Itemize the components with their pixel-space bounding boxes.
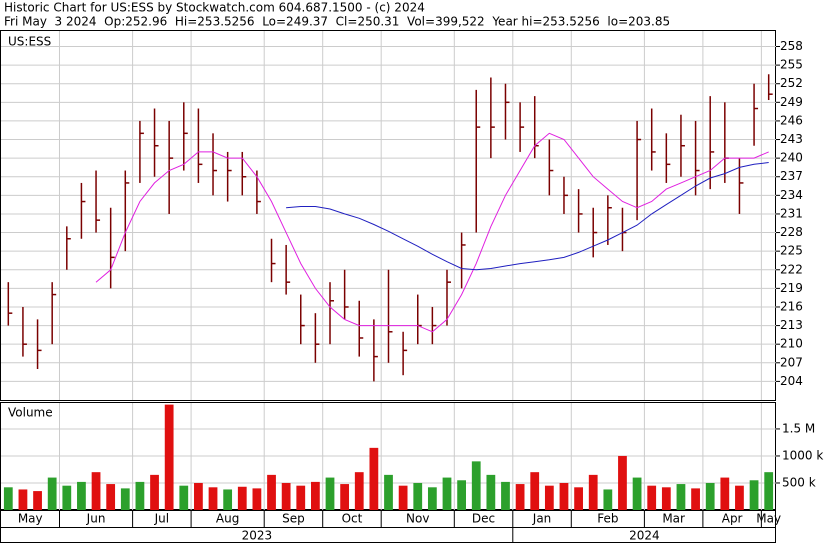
y-tick-label: 210 [780,337,803,351]
x-tick-label: Nov [406,512,429,526]
volume-bar [223,489,233,510]
volume-bar [735,485,744,510]
volume-bar [135,481,145,510]
volume-bar [311,481,320,510]
y-tick-label: 500 k [782,475,816,489]
y-tick-label: 237 [780,169,803,183]
volume-bar [120,488,130,510]
volume-bar [398,485,408,510]
volume-bar [603,489,613,510]
volume-bar [18,489,28,510]
volume-bar [559,482,569,510]
x-tick-label: Jun [86,512,106,526]
volume-bar [106,484,116,510]
x-tick-label: Oct [342,512,363,526]
x-tick-label: May [18,512,43,526]
volume-bar [486,474,496,510]
volume-bar [705,482,715,510]
volume-bar [47,477,57,510]
y-tick-label: 249 [780,95,803,109]
year-label: 2023 [242,529,273,543]
volume-bar [325,477,335,510]
y-tick-label: 219 [780,281,803,295]
y-tick-label: 204 [780,374,803,388]
x-tick-label: Sep [282,512,305,526]
y-tick-label: 1000 k [782,448,823,462]
volume-label: Volume [8,406,53,420]
volume-bar [384,474,393,510]
y-tick-label: 216 [780,299,803,313]
volume-bar [77,481,86,510]
volume-bar [3,487,13,510]
volume-bar [647,485,657,510]
volume-bar [354,472,364,510]
y-tick-label: 246 [780,113,803,127]
y-tick-label: 1.5 M [782,421,815,435]
volume-bar [501,481,510,510]
volume-bar [33,491,42,510]
volume-bar [91,472,101,510]
volume-bar [691,488,700,510]
x-tick-label: Apr [722,512,743,526]
year-label: 2024 [629,529,660,543]
x-tick-label: Mar [662,512,685,526]
volume-bar [150,474,159,510]
volume-bar [208,487,218,510]
y-tick-label: 234 [780,188,803,202]
volume-bar [267,474,276,510]
symbol-label: US:ESS [8,35,51,49]
y-tick-label: 252 [780,76,803,90]
volume-bar [296,485,306,510]
y-tick-label: 243 [780,132,803,146]
volume-bar [62,485,72,510]
y-tick-label: 228 [780,225,803,239]
volume-bar [515,484,525,510]
y-tick-label: 240 [780,151,803,165]
volume-bar [749,480,759,510]
y-tick-label: 207 [780,355,803,369]
volume-bar [179,485,189,510]
volume-bar [427,487,437,510]
x-tick-label: May [756,512,781,526]
moving-average [286,162,769,271]
volume-bar [530,472,540,510]
volume-bar [764,472,774,510]
y-tick-label: 258 [780,39,803,53]
y-tick-label: 231 [780,206,803,220]
x-tick-label: Jul [154,512,169,526]
volume-bar [237,486,247,510]
volume-bar [676,484,686,510]
volume-bar [457,480,466,510]
x-tick-label: Dec [472,512,495,526]
x-tick-label: Aug [216,512,239,526]
volume-bar [574,487,583,510]
volume-bar [413,482,423,510]
y-tick-label: 225 [780,244,803,258]
volume-bar [471,461,481,510]
volume-bar [340,484,350,510]
price-panel [0,30,776,401]
volume-bar [544,485,554,510]
header-line-1: Historic Chart for US:ESS by Stockwatch.… [4,1,425,15]
volume-bar [720,477,730,510]
header-line-2: Fri May 3 2024 Op:252.96 Hi=253.5256 Lo=… [4,15,670,29]
volume-bar [442,477,452,510]
volume-bar [661,487,671,510]
y-tick-label: 222 [780,262,803,276]
y-tick-label: 255 [780,58,803,72]
x-tick-label: Feb [597,512,618,526]
moving-average [95,132,769,333]
volume-bar [588,474,598,510]
volume-bar [194,482,203,510]
volume-bar [632,477,642,510]
y-tick-label: 213 [780,318,803,332]
x-tick-label: Jan [532,512,552,526]
volume-bar [618,455,627,510]
volume-bar [252,488,262,510]
volume-bar [281,482,291,510]
volume-bar [164,404,174,510]
volume-bar [369,447,379,510]
